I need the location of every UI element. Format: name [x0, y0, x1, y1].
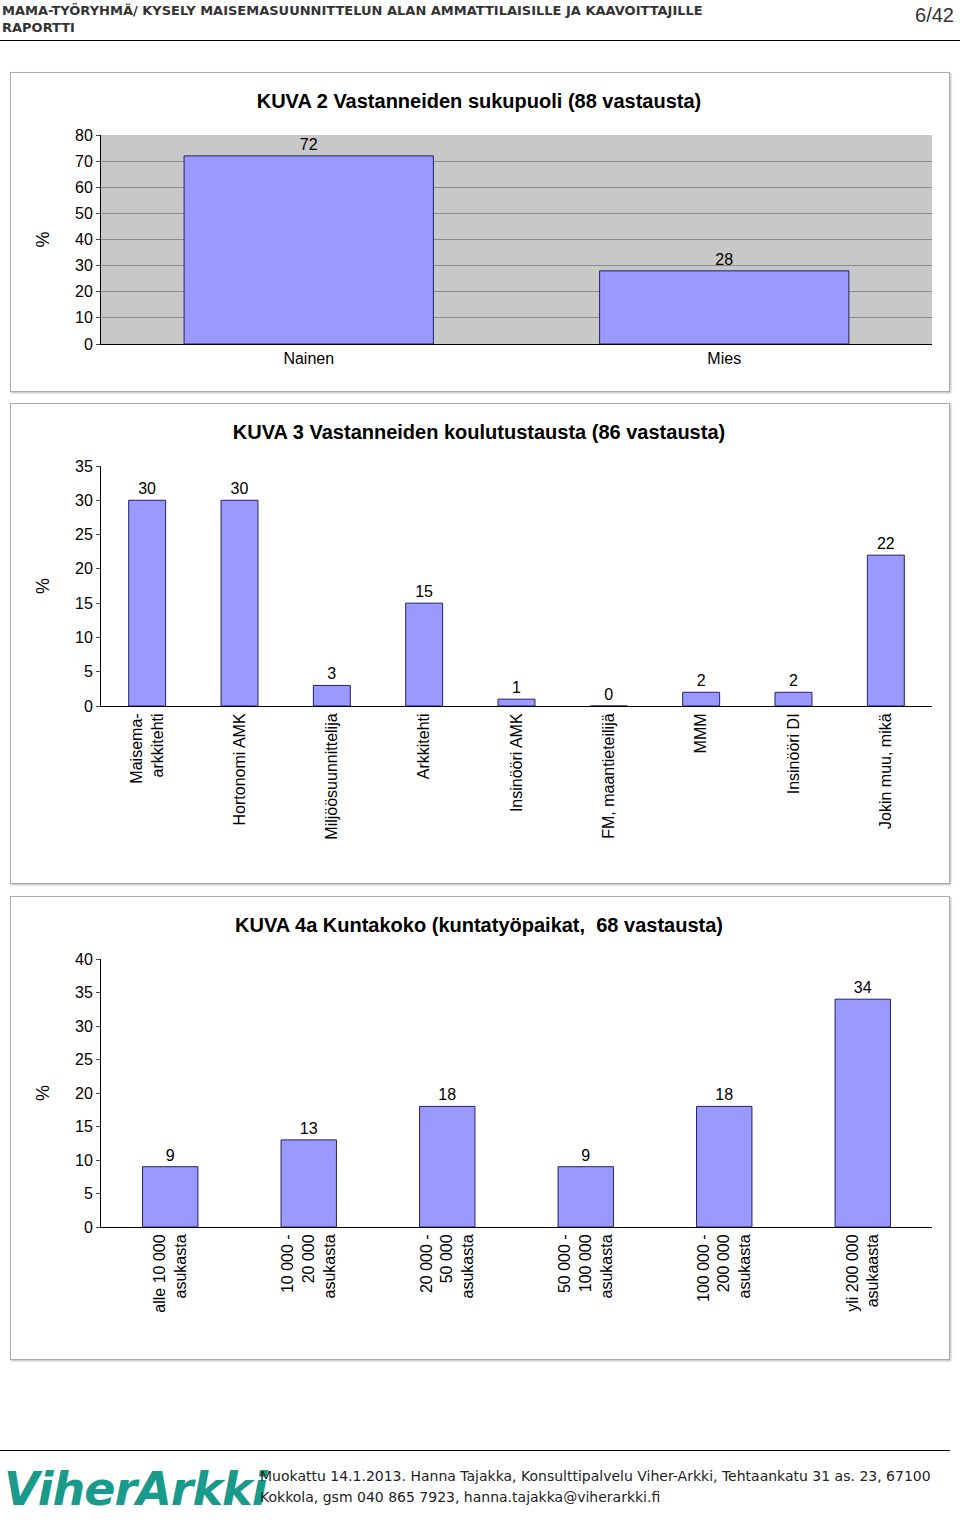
svg-text:35: 35: [75, 984, 93, 1001]
svg-text:2: 2: [789, 672, 798, 689]
svg-text:70: 70: [75, 153, 93, 170]
svg-text:30: 30: [75, 492, 93, 509]
svg-text:KUVA 2 Vastanneiden sukupuoli: KUVA 2 Vastanneiden sukupuoli (88 vastau…: [257, 90, 702, 112]
svg-text:%: %: [33, 231, 53, 247]
svg-text:40: 40: [75, 231, 93, 248]
svg-text:35: 35: [75, 458, 93, 475]
svg-text:10: 10: [75, 629, 93, 646]
svg-text:5: 5: [84, 663, 93, 680]
svg-text:0: 0: [84, 336, 93, 353]
svg-text:30: 30: [75, 257, 93, 274]
svg-text:30: 30: [75, 1018, 93, 1035]
svg-text:Insinööri DI: Insinööri DI: [785, 713, 802, 794]
svg-text:13: 13: [300, 1120, 318, 1137]
svg-text:%: %: [33, 1085, 53, 1101]
svg-text:alle 10 000asukasta: alle 10 000asukasta: [151, 1234, 189, 1312]
html-text:RAPORTTI: RAPORTTI: [2, 20, 75, 35]
svg-text:100 000 -200 000asukasta: 100 000 -200 000asukasta: [695, 1234, 754, 1302]
svg-text:Jokin muu, mikä: Jokin muu, mikä: [877, 713, 894, 829]
svg-text:Nainen: Nainen: [283, 350, 334, 367]
svg-text:18: 18: [438, 1086, 456, 1103]
svg-text:40: 40: [75, 951, 93, 968]
svg-text:1: 1: [512, 679, 521, 696]
svg-text:15: 15: [75, 595, 93, 612]
svg-text:3: 3: [327, 665, 336, 682]
svg-text:18: 18: [715, 1086, 733, 1103]
svg-text:Insinööri AMK: Insinööri AMK: [508, 713, 525, 812]
html-text:Muokattu 14.1.2013. Hanna Taja: Muokattu 14.1.2013. Hanna Tajakka, Konsu…: [260, 1468, 931, 1505]
svg-text:50 000 -100 000asukasta: 50 000 -100 000asukasta: [556, 1234, 615, 1298]
svg-text:25: 25: [75, 1051, 93, 1068]
svg-text:9: 9: [581, 1147, 590, 1164]
svg-text:Arkkitehti: Arkkitehti: [415, 713, 432, 779]
svg-text:25: 25: [75, 526, 93, 543]
svg-text:Hortonomi AMK: Hortonomi AMK: [231, 713, 248, 825]
svg-text:34: 34: [854, 979, 872, 996]
svg-text:0: 0: [84, 1219, 93, 1236]
svg-text:%: %: [33, 578, 53, 594]
svg-text:15: 15: [75, 1118, 93, 1135]
svg-text:20: 20: [75, 1085, 93, 1102]
svg-text:Miljöösuunnittelija: Miljöösuunnittelija: [323, 713, 340, 839]
html-text:ViherArkki: ViherArkki: [4, 1462, 267, 1516]
svg-text:KUVA 4a Kuntakoko (kuntatyöpai: KUVA 4a Kuntakoko (kuntatyöpaikat, 68 va…: [235, 914, 723, 936]
svg-text:15: 15: [415, 583, 433, 600]
svg-text:10 000 -20 000asukasta: 10 000 -20 000asukasta: [279, 1234, 338, 1298]
html-text:6/42: 6/42: [915, 4, 954, 26]
svg-text:50: 50: [75, 205, 93, 222]
svg-text:yli 200 000asukaasta: yli 200 000asukaasta: [844, 1234, 882, 1311]
svg-text:10: 10: [75, 309, 93, 326]
svg-text:MMM: MMM: [692, 713, 709, 753]
svg-text:28: 28: [715, 251, 733, 268]
svg-text:60: 60: [75, 179, 93, 196]
svg-text:20: 20: [75, 283, 93, 300]
svg-text:0: 0: [604, 686, 613, 703]
svg-text:9: 9: [166, 1147, 175, 1164]
svg-text:10: 10: [75, 1152, 93, 1169]
svg-text:FM, maantieteilijä: FM, maantieteilijä: [600, 713, 617, 838]
svg-text:30: 30: [231, 480, 249, 497]
svg-text:80: 80: [75, 127, 93, 144]
svg-text:30: 30: [138, 480, 156, 497]
svg-text:20 000 -50 000asukasta: 20 000 -50 000asukasta: [418, 1234, 477, 1298]
svg-text:2: 2: [697, 672, 706, 689]
svg-text:20: 20: [75, 560, 93, 577]
svg-text:Maisema-arkkitehti: Maisema-arkkitehti: [128, 713, 166, 783]
svg-text:5: 5: [84, 1185, 93, 1202]
html-text:MAMA-TYÖRYHMÄ/ KYSELY MAISEMAS: MAMA-TYÖRYHMÄ/ KYSELY MAISEMASUUNNITTELU…: [2, 3, 703, 18]
svg-text:Mies: Mies: [707, 350, 741, 367]
svg-text:72: 72: [300, 136, 318, 153]
svg-text:0: 0: [84, 698, 93, 715]
svg-text:22: 22: [877, 535, 895, 552]
svg-text:KUVA 3 Vastanneiden koulutusta: KUVA 3 Vastanneiden koulutustausta (86 v…: [233, 421, 725, 443]
